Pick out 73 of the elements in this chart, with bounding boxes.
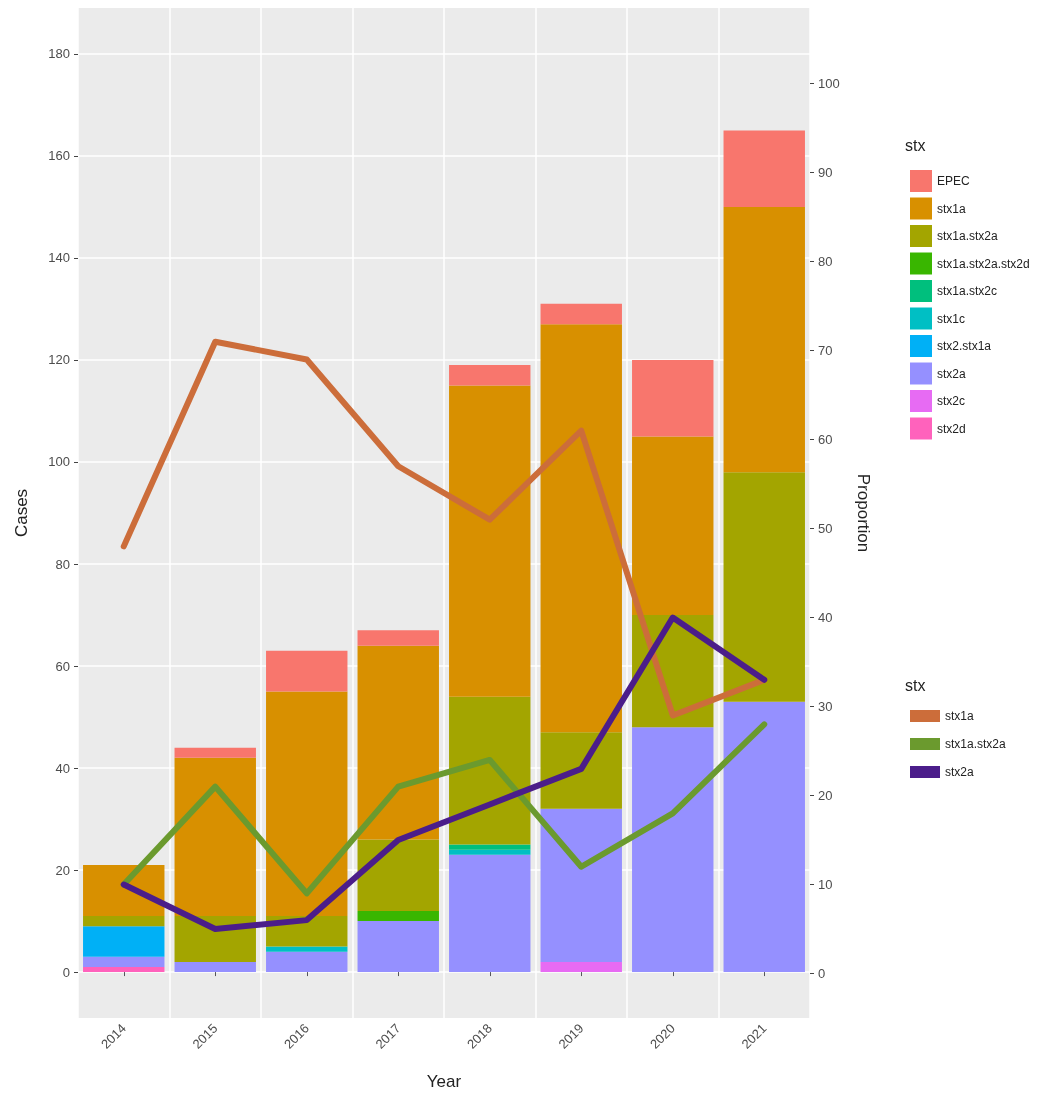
y-tick-label: 20: [55, 862, 70, 878]
bar: [723, 206, 805, 473]
y-tick-label: 140: [48, 250, 70, 266]
bar: [83, 966, 165, 973]
bar: [540, 324, 622, 733]
y-tick-label: 60: [55, 658, 70, 674]
legend-label: stx1a.stx2a: [945, 737, 1007, 751]
bar: [174, 747, 256, 758]
bar: [632, 727, 714, 973]
bar: [357, 921, 439, 973]
legend-label: EPEC: [937, 174, 971, 188]
bar: [357, 645, 439, 840]
y2-tick-label: 40: [818, 610, 833, 626]
bar: [174, 961, 256, 973]
legend-label: stx1a: [945, 709, 975, 723]
y-tick-label: 40: [55, 760, 70, 776]
bar: [266, 691, 348, 916]
y2-tick-label: 100: [818, 76, 840, 92]
y-tick-label: 0: [62, 964, 70, 980]
bar: [632, 436, 714, 616]
legend-label: stx2c: [937, 394, 966, 408]
bar: [357, 910, 439, 922]
y-tick-label: 120: [48, 352, 70, 368]
legend-label: stx2.stx1a: [937, 339, 992, 353]
y2-tick-label: 90: [818, 165, 833, 181]
legend-label: stx1a.stx2a: [937, 229, 999, 243]
bar: [449, 365, 531, 386]
y-tick-label: 180: [48, 46, 70, 62]
y-tick-label: 100: [48, 454, 70, 470]
y-axis-title: Cases: [12, 488, 31, 538]
legend-label: stx2a: [945, 765, 975, 779]
bar: [540, 303, 622, 325]
y-tick-label: 80: [55, 556, 70, 572]
y2-tick-label: 70: [818, 343, 833, 359]
bar: [83, 926, 165, 957]
bar: [723, 472, 805, 702]
bar: [723, 130, 805, 207]
y2-axis-title: Proportion: [854, 473, 873, 553]
bar: [357, 630, 439, 646]
bar: [83, 915, 165, 927]
bar: [449, 854, 531, 973]
bar: [266, 650, 348, 692]
bar: [449, 385, 531, 697]
bar: [266, 946, 348, 952]
y2-tick-label: 60: [818, 432, 833, 448]
legend-title: stx: [905, 136, 926, 154]
legend-label: stx1a.stx2c: [937, 284, 998, 298]
x-axis-title: Year: [426, 1072, 462, 1091]
legend-label: stx2d: [937, 421, 966, 436]
legend-label: stx2a: [937, 366, 967, 381]
bar: [266, 951, 348, 973]
bar: [357, 839, 439, 911]
y2-tick-label: 0: [818, 966, 826, 982]
bar: [83, 956, 165, 967]
y2-tick-label: 50: [818, 521, 833, 537]
y2-tick-label: 10: [818, 877, 833, 893]
y2-tick-label: 30: [818, 699, 833, 715]
legend-label: stx1a.stx2a.stx2d: [937, 256, 1030, 271]
y2-tick-label: 20: [818, 788, 833, 804]
bar: [540, 808, 622, 962]
bar: [174, 757, 256, 916]
y-tick-label: 160: [48, 148, 70, 164]
bar: [540, 732, 622, 809]
bar: [723, 701, 805, 973]
legend-label: stx1a: [937, 201, 967, 216]
bar: [632, 359, 714, 437]
bar: [449, 849, 531, 855]
y2-tick-label: 80: [818, 254, 833, 270]
text: stx: [905, 676, 926, 694]
legend-label: stx1c: [937, 311, 966, 326]
bar: [540, 961, 622, 973]
bar: [449, 696, 531, 845]
bar: [449, 844, 531, 850]
